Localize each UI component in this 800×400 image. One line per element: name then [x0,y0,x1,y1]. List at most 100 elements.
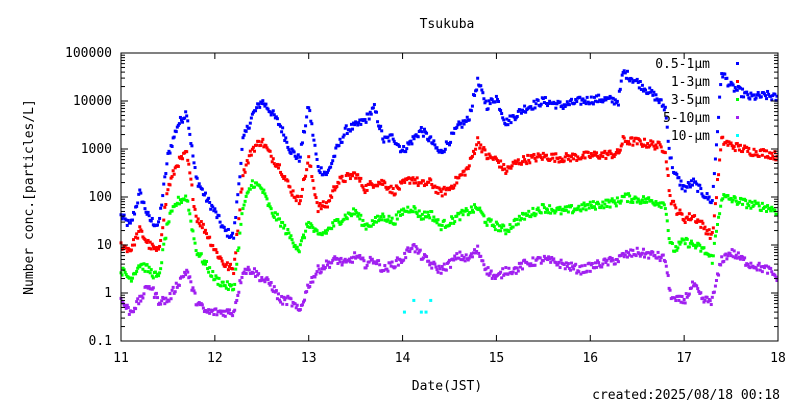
data-point [159,302,163,306]
data-point [502,163,506,167]
data-point [538,104,542,108]
data-point [304,124,308,128]
data-point [235,262,239,266]
data-point [482,214,486,218]
data-point [653,253,657,257]
data-point [582,150,586,154]
data-point [385,267,389,271]
data-point [725,257,729,261]
data-point [300,141,304,145]
x-tick-label: 11 [113,351,129,366]
data-point [596,259,600,263]
data-point [574,153,578,157]
data-point [686,217,690,221]
data-point [492,225,496,229]
data-point [293,302,297,306]
data-point [254,109,258,113]
data-point [268,149,272,153]
data-point [624,192,628,196]
data-point [583,156,587,160]
data-point [411,210,415,214]
data-point [402,178,406,182]
data-point [126,218,130,222]
data-point [358,217,362,221]
data-point [177,122,181,126]
data-point [164,296,168,300]
data-point [281,302,285,306]
data-point [201,306,205,310]
data-point [331,221,335,225]
data-point [699,187,703,191]
data-point [504,171,508,175]
data-point [279,170,283,174]
data-point [586,203,590,207]
data-point [509,121,513,125]
data-point [644,88,648,92]
data-point [568,159,572,163]
data-point [248,149,252,153]
data-point [402,145,406,149]
data-point [154,291,158,295]
data-point [273,290,277,294]
data-point [442,218,446,222]
data-point [580,156,584,160]
data-point [471,149,475,153]
data-point [565,154,569,158]
data-point [293,196,297,200]
data-point [259,279,263,283]
data-point [460,125,464,129]
data-point [614,151,618,155]
data-point [662,108,666,112]
data-point [514,223,518,227]
data-point [192,205,196,209]
data-point [231,231,235,235]
data-point [211,269,215,273]
data-point [459,121,463,125]
data-point [275,162,279,166]
data-point [716,178,720,182]
data-point [169,176,173,180]
data-point [207,196,211,200]
data-point [379,215,383,219]
data-point [653,203,657,207]
data-point [709,254,713,258]
data-point [488,102,492,106]
data-point [211,244,215,248]
data-point [600,204,604,208]
chart-title: Tsukuba [420,17,475,32]
data-point [297,202,301,206]
data-point [552,257,556,261]
data-point [324,231,328,235]
data-point [658,259,662,263]
data-point [731,198,735,202]
data-point [226,227,230,231]
data-point [150,242,154,246]
legend-label: 1-3μm [671,75,710,90]
data-point [450,184,454,188]
data-point [430,266,434,270]
data-point [390,260,394,264]
data-point [710,199,714,203]
data-point [475,88,479,92]
data-point [485,223,489,227]
data-point [315,157,319,161]
data-point [294,306,298,310]
data-point [223,314,227,318]
data-point [202,259,206,263]
data-point [588,269,592,273]
data-point [410,178,414,182]
data-point [674,245,678,249]
data-point [720,255,724,259]
data-point [242,133,246,137]
data-point [534,212,538,216]
data-point [340,263,344,267]
data-point [337,181,341,185]
data-point [303,177,307,181]
data-point [665,125,669,129]
data-point [481,259,485,263]
data-point [298,199,302,203]
data-point [318,171,322,175]
data-point [349,214,353,218]
data-point [637,86,641,90]
data-point [470,154,474,158]
